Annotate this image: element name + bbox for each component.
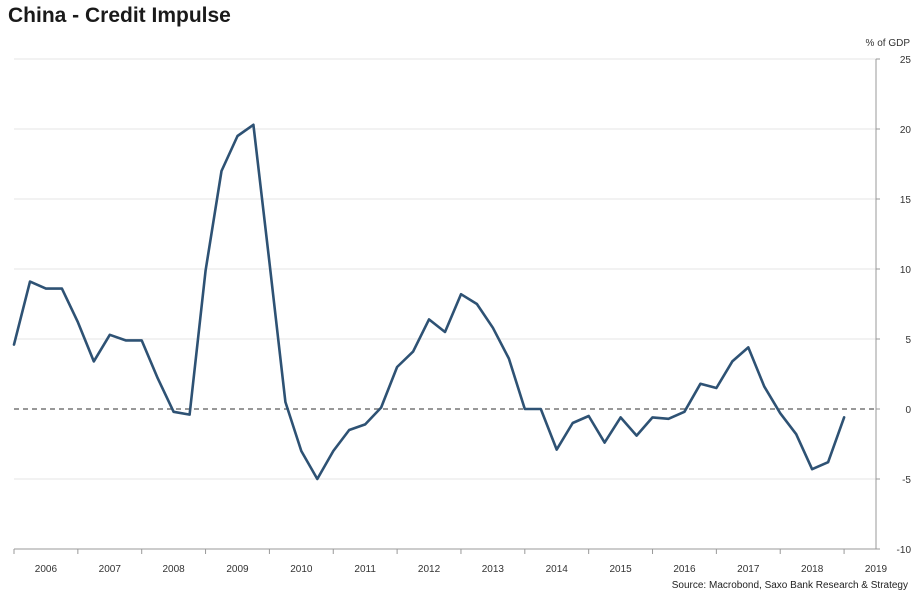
- x-tick-label: 2008: [163, 564, 186, 575]
- x-tick-label: 2016: [673, 564, 696, 575]
- x-tick-label: 2015: [609, 564, 632, 575]
- y-tick-label: 0: [905, 405, 911, 416]
- y-tick-label: 25: [900, 55, 912, 66]
- y-tick-label: 20: [900, 125, 912, 136]
- x-tick-label: 2018: [801, 564, 824, 575]
- x-tick-label: 2010: [290, 564, 313, 575]
- x-tick-label: 2011: [354, 564, 376, 575]
- y-tick-label: -5: [902, 475, 911, 486]
- x-tick-label: 2014: [546, 564, 569, 575]
- x-tick-label: 2013: [482, 564, 505, 575]
- y-tick-label: 10: [900, 265, 912, 276]
- x-tick-label: 2012: [418, 564, 441, 575]
- series-layer: [12, 123, 846, 481]
- chart-source-note: Source: Macrobond, Saxo Bank Research & …: [671, 580, 908, 591]
- y-tick-label: -10: [897, 545, 912, 556]
- series-line: [12, 123, 846, 481]
- y-axis-unit-label: % of GDP: [865, 38, 910, 49]
- chart-title: China - Credit Impulse: [8, 4, 231, 27]
- x-tick-label: 2007: [99, 564, 122, 575]
- axis-layer: [13, 58, 880, 554]
- y-tick-label: 5: [905, 335, 911, 346]
- y-tick-label: 15: [900, 195, 912, 206]
- x-tick-label: 2017: [737, 564, 760, 575]
- x-tick-label: 2019: [865, 564, 888, 575]
- label-layer: -10 -5 0 5 10 15 20 25 2006 2007 2008 2009 2010 2011 2…: [35, 55, 912, 575]
- x-tick-label: 2009: [226, 564, 249, 575]
- grid-layer: [14, 58, 876, 480]
- x-tick-label: 2006: [35, 564, 58, 575]
